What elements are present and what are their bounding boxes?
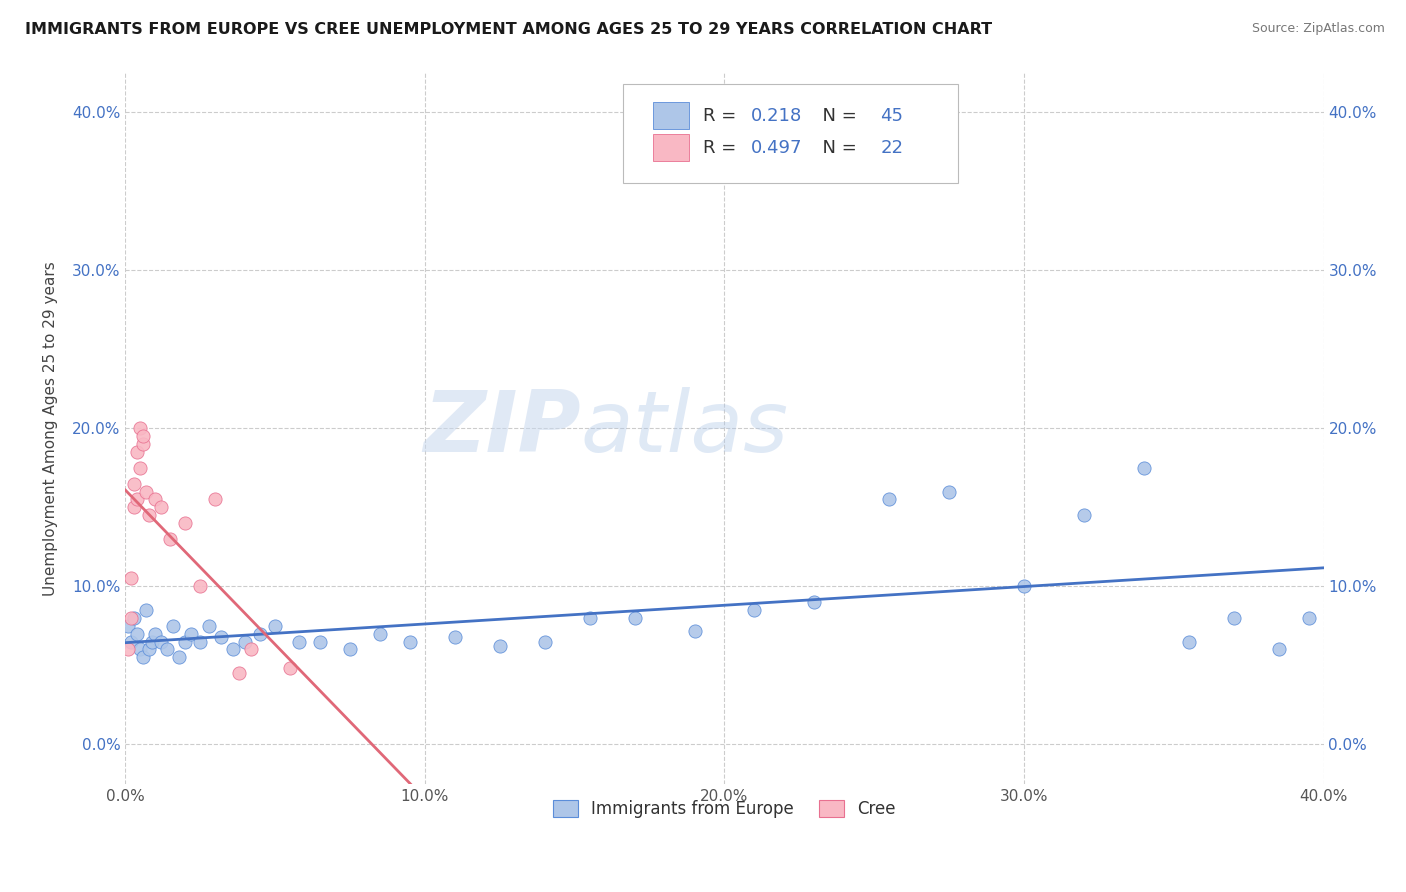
- Text: 22: 22: [880, 138, 903, 157]
- Point: [877, 492, 900, 507]
- Point: [138, 508, 160, 523]
- Point: [368, 626, 391, 640]
- Point: [120, 611, 142, 625]
- Point: [180, 626, 202, 640]
- Point: [162, 619, 184, 633]
- Point: [204, 492, 226, 507]
- Point: [169, 650, 191, 665]
- FancyBboxPatch shape: [623, 84, 957, 183]
- Text: Source: ZipAtlas.com: Source: ZipAtlas.com: [1251, 22, 1385, 36]
- Point: [1178, 634, 1201, 648]
- Point: [278, 661, 301, 675]
- Point: [132, 437, 155, 451]
- Point: [124, 476, 146, 491]
- Point: [1073, 508, 1095, 523]
- Point: [156, 642, 179, 657]
- Point: [127, 445, 149, 459]
- Point: [120, 634, 142, 648]
- Point: [188, 634, 211, 648]
- Text: 45: 45: [880, 107, 903, 125]
- Point: [127, 626, 149, 640]
- FancyBboxPatch shape: [652, 102, 689, 129]
- Point: [1012, 579, 1035, 593]
- Point: [198, 619, 221, 633]
- Point: [233, 634, 256, 648]
- Point: [159, 532, 181, 546]
- Text: 0.497: 0.497: [751, 138, 803, 157]
- Point: [150, 634, 173, 648]
- Text: IMMIGRANTS FROM EUROPE VS CREE UNEMPLOYMENT AMONG AGES 25 TO 29 YEARS CORRELATIO: IMMIGRANTS FROM EUROPE VS CREE UNEMPLOYM…: [25, 22, 993, 37]
- Point: [444, 630, 467, 644]
- Point: [188, 579, 211, 593]
- Point: [264, 619, 287, 633]
- Point: [135, 484, 157, 499]
- Point: [120, 571, 142, 585]
- Point: [683, 624, 706, 638]
- Text: ZIP: ZIP: [423, 387, 581, 470]
- Point: [222, 642, 245, 657]
- Point: [1298, 611, 1320, 625]
- Text: atlas: atlas: [581, 387, 789, 470]
- Point: [623, 611, 645, 625]
- FancyBboxPatch shape: [652, 134, 689, 161]
- Text: R =: R =: [703, 138, 742, 157]
- Legend: Immigrants from Europe, Cree: Immigrants from Europe, Cree: [547, 794, 903, 825]
- Point: [488, 640, 510, 654]
- Point: [209, 630, 232, 644]
- Text: N =: N =: [811, 138, 862, 157]
- Point: [399, 634, 422, 648]
- Y-axis label: Unemployment Among Ages 25 to 29 years: Unemployment Among Ages 25 to 29 years: [44, 261, 58, 596]
- Point: [135, 603, 157, 617]
- Point: [240, 642, 263, 657]
- Text: 0.218: 0.218: [751, 107, 801, 125]
- Point: [288, 634, 311, 648]
- Text: N =: N =: [811, 107, 862, 125]
- Point: [117, 642, 139, 657]
- Point: [124, 500, 146, 515]
- Point: [228, 666, 250, 681]
- Point: [132, 429, 155, 443]
- Point: [174, 634, 197, 648]
- Point: [129, 642, 152, 657]
- Point: [938, 484, 960, 499]
- Point: [127, 492, 149, 507]
- Point: [124, 611, 146, 625]
- Point: [533, 634, 555, 648]
- Text: R =: R =: [703, 107, 742, 125]
- Point: [117, 619, 139, 633]
- Point: [1267, 642, 1289, 657]
- Point: [143, 492, 166, 507]
- Point: [1222, 611, 1244, 625]
- Point: [578, 611, 600, 625]
- Point: [143, 626, 166, 640]
- Point: [339, 642, 361, 657]
- Point: [174, 516, 197, 530]
- Point: [309, 634, 332, 648]
- Point: [1133, 460, 1156, 475]
- Point: [132, 650, 155, 665]
- Point: [129, 460, 152, 475]
- Point: [150, 500, 173, 515]
- Point: [141, 634, 163, 648]
- Point: [744, 603, 766, 617]
- Point: [803, 595, 825, 609]
- Point: [249, 626, 271, 640]
- Point: [138, 642, 160, 657]
- Point: [129, 421, 152, 435]
